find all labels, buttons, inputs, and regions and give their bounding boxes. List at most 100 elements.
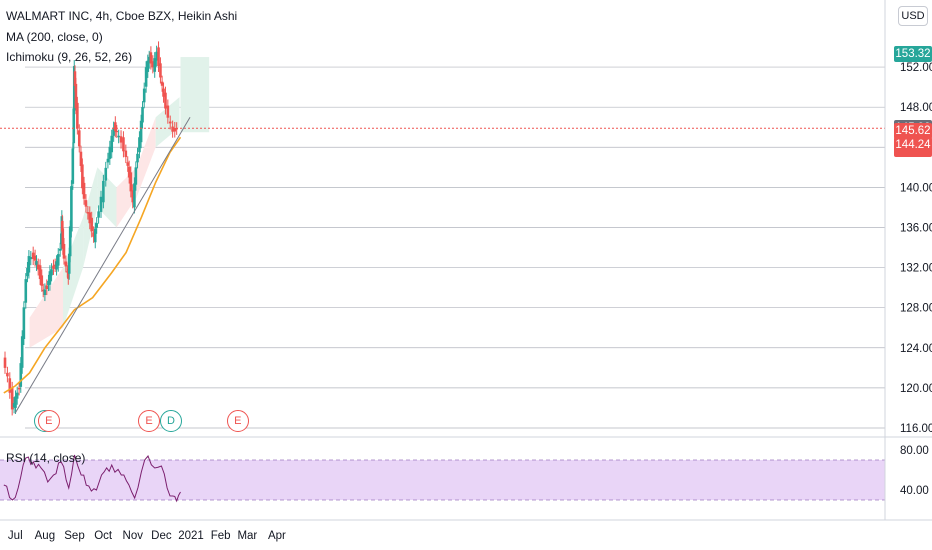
candle-body bbox=[56, 254, 60, 266]
grid-lines bbox=[25, 66, 885, 429]
rsi-legend[interactable]: RSI (14, close) bbox=[6, 451, 86, 465]
x-tick-label: Apr bbox=[268, 530, 286, 542]
candle-body bbox=[71, 148, 75, 184]
candle-body bbox=[29, 257, 33, 260]
x-tick-label: Sep bbox=[64, 530, 84, 542]
ma-200-line bbox=[3, 136, 182, 394]
candle-body bbox=[93, 228, 97, 243]
candle-body bbox=[15, 392, 19, 399]
candle-body bbox=[147, 56, 151, 63]
candle-body bbox=[171, 126, 174, 132]
candle-body bbox=[41, 289, 45, 292]
x-tick-label: Aug bbox=[35, 530, 55, 542]
x-tick-label: Feb bbox=[211, 530, 231, 542]
symbol-title[interactable]: WALMART INC, 4h, Cboe BZX, Heikin Ashi bbox=[6, 9, 238, 23]
candle-body bbox=[134, 167, 138, 185]
cloud-segment bbox=[136, 117, 156, 198]
candle-body bbox=[117, 135, 120, 138]
y-tick-label: 140.00 bbox=[900, 182, 932, 194]
candle-body bbox=[141, 107, 144, 123]
candle-body bbox=[99, 196, 103, 212]
currency-button[interactable]: USD bbox=[898, 6, 928, 26]
candle-body bbox=[70, 186, 73, 232]
candle-body bbox=[149, 52, 153, 64]
candle-body bbox=[114, 122, 117, 132]
cloud-segment bbox=[63, 217, 84, 328]
candle-body bbox=[33, 255, 37, 261]
price-tag: 145.62 bbox=[894, 123, 932, 140]
candle-body bbox=[159, 63, 162, 78]
candle-body bbox=[35, 261, 38, 265]
y-tick-label: 124.00 bbox=[900, 343, 932, 355]
candle-body bbox=[22, 307, 26, 339]
candle-body bbox=[74, 83, 78, 109]
candle-body bbox=[86, 212, 90, 214]
candle-body bbox=[73, 71, 77, 86]
future-cloud-area bbox=[180, 57, 210, 133]
earnings-marker[interactable]: E bbox=[226, 410, 249, 432]
candlestick-series bbox=[3, 41, 178, 416]
candle-body bbox=[53, 264, 57, 266]
candle-body bbox=[124, 150, 128, 158]
candle-body bbox=[90, 217, 93, 232]
y-tick-label: 152.00 bbox=[900, 62, 932, 74]
candle-body bbox=[52, 265, 55, 269]
candle-body bbox=[8, 378, 12, 393]
candle-body bbox=[108, 146, 112, 159]
candle-body bbox=[12, 403, 16, 408]
candle-body bbox=[82, 182, 86, 199]
candle-body bbox=[102, 180, 105, 203]
ma-legend[interactable]: MA (200, close, 0) bbox=[6, 30, 103, 44]
candle-body bbox=[164, 92, 167, 109]
candle-body bbox=[129, 172, 133, 192]
candle-body bbox=[110, 135, 114, 153]
candle-body bbox=[27, 256, 31, 273]
candle-body bbox=[166, 105, 170, 118]
candle-body bbox=[155, 51, 158, 61]
candle-body bbox=[81, 164, 84, 189]
candle-body bbox=[55, 261, 58, 270]
candle-body bbox=[45, 285, 49, 290]
y-tick-label: 148.00 bbox=[900, 102, 932, 114]
candle-body bbox=[31, 252, 35, 260]
candle-body bbox=[97, 211, 100, 218]
candle-body bbox=[48, 271, 52, 285]
earnings-marker[interactable]: E bbox=[138, 410, 161, 432]
candle-body bbox=[151, 61, 155, 68]
dividend-marker[interactable]: D bbox=[159, 410, 182, 432]
rsi-tick-label: 40.00 bbox=[900, 485, 929, 497]
candle-body bbox=[17, 387, 21, 390]
rsi-line bbox=[3, 454, 181, 503]
candle-body bbox=[131, 190, 135, 203]
candle-body bbox=[92, 232, 95, 237]
candle-body bbox=[139, 120, 143, 143]
candle-body bbox=[76, 102, 79, 129]
candle-body bbox=[115, 130, 119, 133]
trend-line[interactable] bbox=[14, 116, 191, 414]
ichimoku-future-cloud bbox=[180, 57, 210, 133]
candle-body bbox=[6, 372, 9, 377]
candle-body bbox=[38, 265, 42, 280]
candle-body bbox=[36, 264, 40, 270]
candle-body bbox=[88, 212, 92, 224]
cloud-segment bbox=[29, 267, 64, 348]
candle-body bbox=[95, 223, 98, 228]
price-tag: 153.32 bbox=[894, 45, 932, 62]
candle-body bbox=[58, 248, 62, 251]
ichimoku-legend[interactable]: Ichimoku (9, 26, 52, 26) bbox=[6, 50, 133, 64]
candle-body bbox=[112, 127, 115, 136]
y-tick-label: 128.00 bbox=[900, 303, 932, 315]
candle-body bbox=[24, 279, 28, 303]
candle-body bbox=[160, 81, 164, 86]
candle-body bbox=[168, 121, 172, 124]
candle-body bbox=[77, 130, 81, 147]
earnings-marker[interactable]: E bbox=[37, 410, 60, 432]
y-tick-label: 120.00 bbox=[900, 383, 932, 395]
candle-body bbox=[47, 280, 50, 286]
candle-body bbox=[126, 162, 130, 166]
candle-body bbox=[72, 108, 76, 144]
candle-body bbox=[10, 387, 14, 410]
candle-body bbox=[62, 243, 66, 259]
